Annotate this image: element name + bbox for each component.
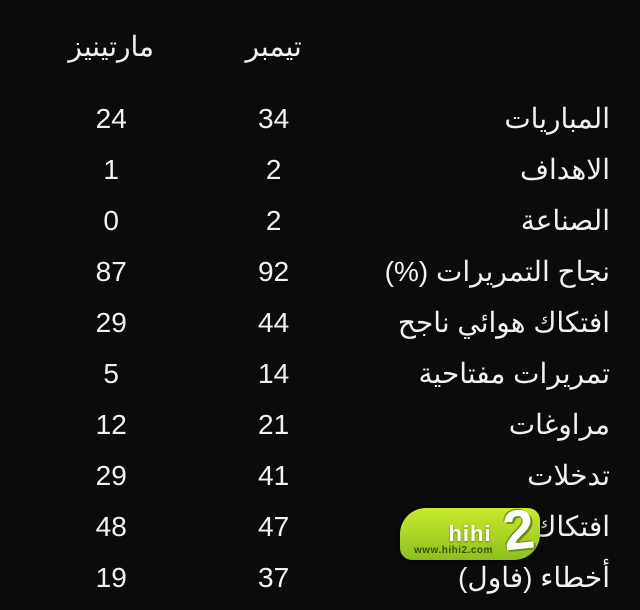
row-label: تمريرات مفتاحية — [355, 348, 610, 399]
table-row: تمريرات مفتاحية 14 5 — [30, 348, 610, 399]
row-label: أخطاء (فاول) — [355, 552, 610, 603]
row-value-martinez: 0 — [30, 195, 192, 246]
stats-comparison-container: تيمبر مارتينيز المباريات 34 24 الاهداف 2… — [0, 20, 640, 610]
row-value-martinez: 19 — [30, 552, 192, 603]
row-value-martinez: 1 — [30, 144, 192, 195]
row-value-timber: 92 — [192, 246, 354, 297]
row-value-timber: 21 — [192, 399, 354, 450]
row-value-timber: 14 — [192, 348, 354, 399]
stats-table: تيمبر مارتينيز المباريات 34 24 الاهداف 2… — [30, 20, 610, 603]
row-value-martinez: 48 — [30, 501, 192, 552]
table-row: الاهداف 2 1 — [30, 144, 610, 195]
row-value-martinez: 29 — [30, 297, 192, 348]
table-row: افتكاك هوائي ناجح 44 29 — [30, 297, 610, 348]
stats-table-body: المباريات 34 24 الاهداف 2 1 الصناعة 2 0 … — [30, 93, 610, 603]
row-label: الاهداف — [355, 144, 610, 195]
row-label: مراوغات — [355, 399, 610, 450]
table-header-row: تيمبر مارتينيز — [30, 20, 610, 93]
row-value-martinez: 29 — [30, 450, 192, 501]
table-row: افتكاك كرة 47 48 — [30, 501, 610, 552]
table-row: أخطاء (فاول) 37 19 — [30, 552, 610, 603]
row-label: نجاح التمريرات (%) — [355, 246, 610, 297]
table-row: نجاح التمريرات (%) 92 87 — [30, 246, 610, 297]
row-label: افتكاك هوائي ناجح — [355, 297, 610, 348]
row-label: افتكاك كرة — [355, 501, 610, 552]
table-row: تدخلات 41 29 — [30, 450, 610, 501]
row-value-timber: 41 — [192, 450, 354, 501]
row-value-timber: 47 — [192, 501, 354, 552]
row-label: المباريات — [355, 93, 610, 144]
header-player-timber: تيمبر — [192, 20, 354, 93]
table-row: المباريات 34 24 — [30, 93, 610, 144]
table-row: مراوغات 21 12 — [30, 399, 610, 450]
row-value-martinez: 87 — [30, 246, 192, 297]
row-value-martinez: 12 — [30, 399, 192, 450]
row-label: تدخلات — [355, 450, 610, 501]
row-value-martinez: 24 — [30, 93, 192, 144]
row-value-timber: 34 — [192, 93, 354, 144]
row-label: الصناعة — [355, 195, 610, 246]
table-row: الصناعة 2 0 — [30, 195, 610, 246]
row-value-timber: 37 — [192, 552, 354, 603]
row-value-martinez: 5 — [30, 348, 192, 399]
row-value-timber: 2 — [192, 144, 354, 195]
header-player-martinez: مارتينيز — [30, 20, 192, 93]
row-value-timber: 44 — [192, 297, 354, 348]
header-label-empty — [355, 20, 610, 93]
row-value-timber: 2 — [192, 195, 354, 246]
